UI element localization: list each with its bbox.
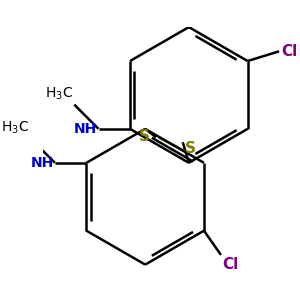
Text: NH: NH — [74, 122, 97, 136]
Text: Cl: Cl — [281, 44, 298, 59]
Text: H$_3$C: H$_3$C — [2, 120, 29, 136]
Text: H$_3$C: H$_3$C — [45, 86, 73, 102]
Text: S: S — [139, 129, 150, 144]
Text: Cl: Cl — [222, 257, 238, 272]
Text: S: S — [185, 141, 196, 156]
Text: NH: NH — [31, 156, 54, 170]
